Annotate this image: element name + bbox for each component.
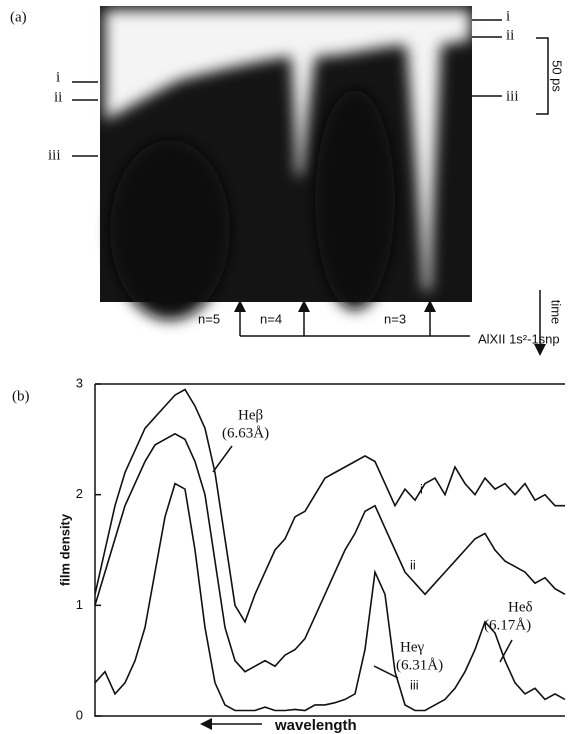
panel-label: (a) [10,9,27,25]
scale-label: 50 ps [550,60,565,92]
annotation: Heβ [238,407,263,423]
annotation: (6.17Å) [484,617,531,633]
time-label: time [549,300,564,325]
series-line [94,388,565,624]
y-axis-label: film density [57,513,72,586]
marks-right [472,19,502,97]
right-mark: iii [506,88,519,104]
series-label: iii [410,677,419,692]
right-mark: ii [506,27,514,43]
right-mark: i [506,8,510,24]
series-label: i [420,481,423,496]
line-label: n=4 [260,311,282,326]
line-arrows [234,300,470,337]
annotation: Heγ [400,639,424,655]
panel-label: (b) [12,388,30,404]
transition-label: AlXII 1s²-1snp [478,331,560,346]
marks-left [72,81,98,157]
pointers [212,445,513,679]
series-line [94,432,566,673]
scale-bracket [536,37,549,115]
left-mark: iii [48,147,61,163]
y-tick-label: 2 [76,486,83,501]
streak-image [100,6,472,320]
x-axis-label: wavelength [274,717,357,734]
y-tick-label: 1 [76,597,83,612]
annotation: (6.31Å) [396,657,443,673]
annotation: Heδ [508,599,533,615]
left-mark: ii [54,89,62,105]
line-label: n=3 [384,311,406,326]
line-label: n=5 [198,311,220,326]
series-line [94,482,566,712]
series-label: ii [410,557,416,572]
left-mark: i [56,69,60,85]
annotation: (6.63Å) [222,425,269,441]
y-tick-label: 0 [76,707,83,722]
y-tick-label: 3 [76,375,83,390]
